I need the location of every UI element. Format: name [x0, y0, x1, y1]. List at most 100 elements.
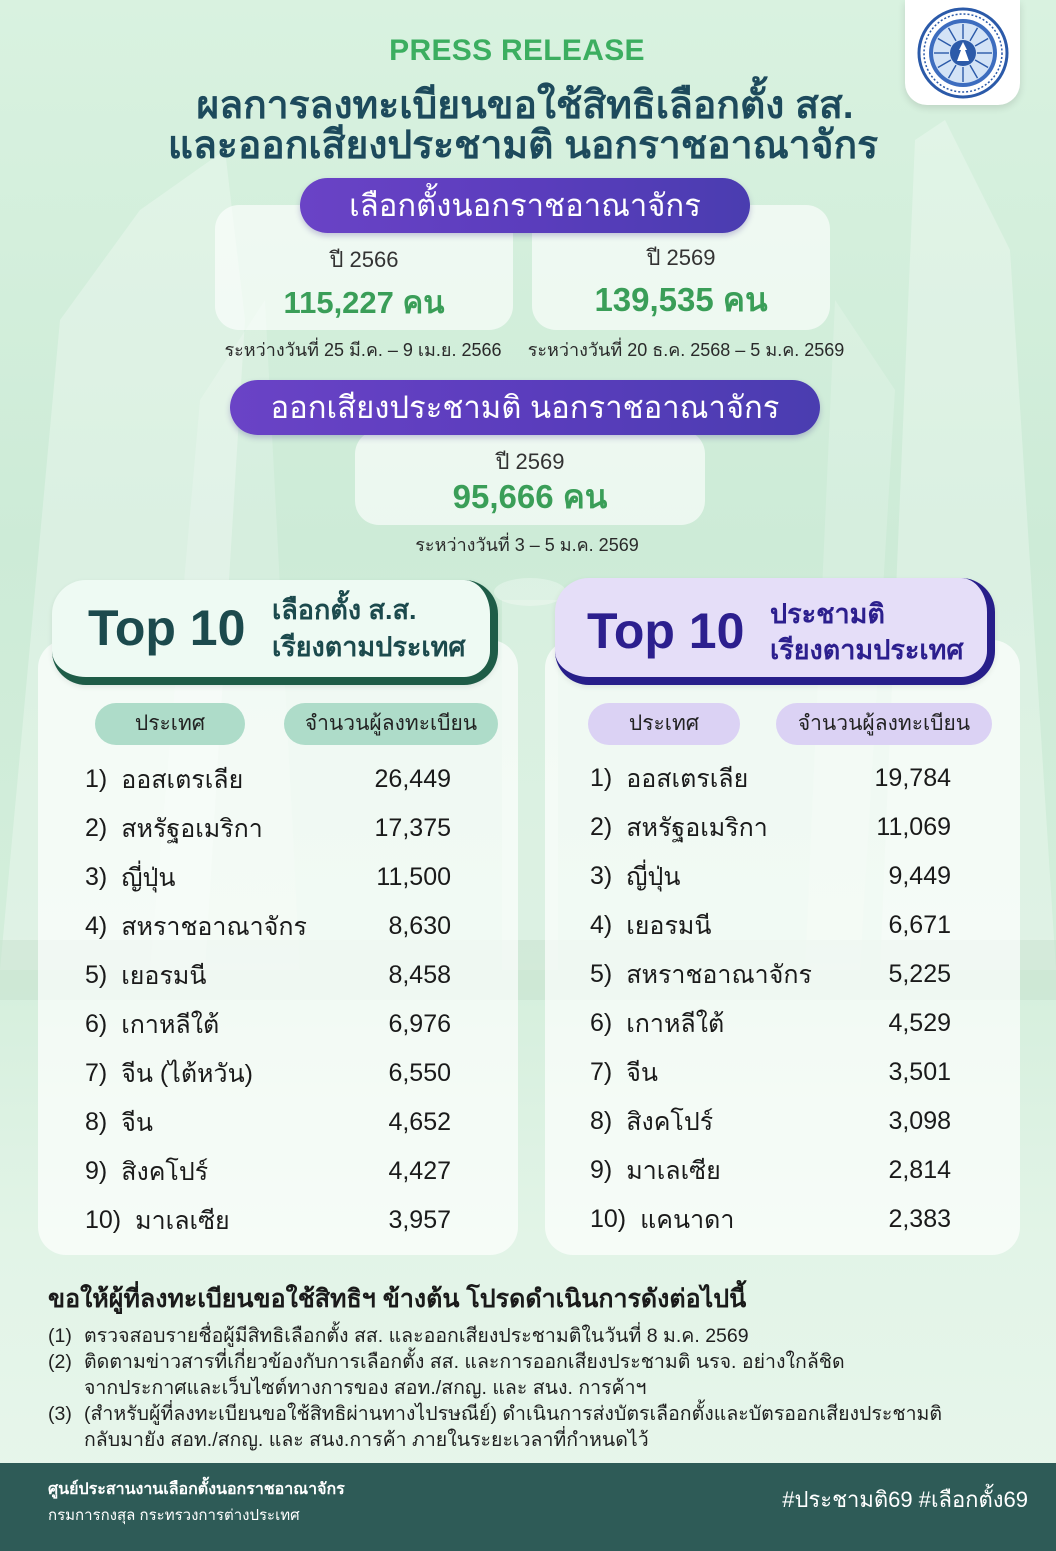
rank-number: 6) [85, 1010, 108, 1038]
country-name: เยอรมนี [121, 961, 207, 990]
registrant-count: 17,375 [374, 814, 451, 842]
country-name: ญี่ปุ่น [626, 862, 681, 891]
country-name: สิงคโปร์ [626, 1107, 714, 1136]
top10-referendum-heading: Top 10 [587, 603, 745, 659]
registrant-count: 8,630 [388, 912, 451, 940]
rank-number: 8) [590, 1107, 613, 1135]
country-name: มาเลเซีย [626, 1156, 721, 1185]
registrant-count: 19,784 [874, 764, 951, 792]
rank-number: 2) [590, 813, 613, 841]
rank-number: 10) [85, 1206, 122, 1234]
country-name: มาเลเซีย [135, 1206, 230, 1235]
instruction-text-2-cont: จากประกาศและเว็บไซต์ทางการของ สอท./สกญ. … [84, 1377, 647, 1399]
top10-election-list: 1) ออสเตรเลีย 26,449 2) สหรัฐอเมริกา 17,375 3)… [85, 755, 451, 1245]
rank-number: 7) [85, 1059, 108, 1087]
registrant-count: 8,458 [388, 961, 451, 989]
rank-number: 4) [85, 912, 108, 940]
table-row: 1) ออสเตรเลีย 26,449 [85, 755, 451, 804]
election-2569-dates: ระหว่างวันที่ 20 ธ.ค. 2568 – 5 ม.ค. 2569 [527, 340, 845, 360]
referendum-section-label: ออกเสียงประชามติ นอกราชอาณาจักร [270, 390, 780, 425]
election-2566-count: 115,227 คน [283, 285, 445, 320]
election-section-label: เลือกตั้งนอกราชอาณาจักร [349, 188, 701, 223]
top10-election-subtitle-2: เรียงตามประเทศ [272, 632, 466, 662]
top10-referendum-subtitle-2: เรียงตามประเทศ [770, 635, 964, 665]
top10-election-heading: Top 10 [88, 600, 246, 656]
rank-number: 3) [85, 863, 108, 891]
table-row: 7) จีน (ไต้หวัน) 6,550 [85, 1049, 451, 1098]
table-row: 6) เกาหลีใต้ 6,976 [85, 1000, 451, 1049]
table-row: 5) สหราชอาณาจักร 5,225 [590, 950, 951, 999]
logo-container [905, 0, 1020, 105]
instruction-number-3: (3) [48, 1403, 72, 1425]
country-name: ออสเตรเลีย [626, 764, 749, 793]
top10-election-subtitle-1: เลือกตั้ง ส.ส. [272, 595, 417, 625]
rank-number: 1) [85, 765, 108, 793]
country-name: เกาหลีใต้ [626, 1009, 725, 1038]
registrant-count: 9,449 [888, 862, 951, 890]
rank-number: 3) [590, 862, 613, 890]
column-header-count: จำนวนผู้ลงทะเบียน [284, 703, 498, 745]
registrant-count: 6,976 [388, 1010, 451, 1038]
registrant-count: 6,550 [388, 1059, 451, 1087]
top10-referendum-header [555, 578, 995, 685]
table-row: 9) สิงคโปร์ 4,427 [85, 1147, 451, 1196]
top10-election-header [52, 580, 498, 685]
table-row: 3) ญี่ปุ่น 9,449 [590, 852, 951, 901]
referendum-year: ปี 2569 [495, 449, 565, 474]
column-header-country: ประเทศ [95, 703, 245, 745]
rank-number: 6) [590, 1009, 613, 1037]
rank-number: 2) [85, 814, 108, 842]
footer-org-name: ศูนย์ประสานงานเลือกตั้งนอกราชอาณาจักร [48, 1481, 345, 1498]
registrant-count: 26,449 [374, 765, 451, 793]
registrant-count: 11,500 [376, 863, 451, 891]
table-row: 10) แคนาดา 2,383 [590, 1195, 951, 1244]
top10-referendum-list: 1) ออสเตรเลีย 19,784 2) สหรัฐอเมริกา 11,069 3)… [590, 754, 951, 1244]
registrant-count: 5,225 [888, 960, 951, 988]
page-title-line-1: ผลการลงทะเบียนขอใช้สิทธิเลือกตั้ง สส. [196, 84, 854, 127]
table-row: 8) จีน 4,652 [85, 1098, 451, 1147]
column-header-country-label: ประเทศ [628, 712, 700, 735]
country-name: ญี่ปุ่น [121, 863, 176, 892]
election-section-pill: เลือกตั้งนอกราชอาณาจักร [300, 178, 750, 233]
table-row: 1) ออสเตรเลีย 19,784 [590, 754, 951, 803]
country-name: ออสเตรเลีย [121, 765, 244, 794]
table-row: 3) ญี่ปุ่น 11,500 [85, 853, 451, 902]
rank-number: 9) [85, 1157, 108, 1185]
table-row: 6) เกาหลีใต้ 4,529 [590, 999, 951, 1048]
instruction-text-3: (สำหรับผู้ที่ลงทะเบียนขอใช้สิทธิผ่านทางไ… [84, 1403, 943, 1425]
referendum-2569-card: ปี 2569 95,666 คน [355, 430, 705, 525]
column-header-count-label: จำนวนผู้ลงทะเบียน [797, 712, 971, 735]
country-name: เกาหลีใต้ [121, 1010, 220, 1039]
column-header-count-label: จำนวนผู้ลงทะเบียน [304, 712, 478, 735]
referendum-section-pill: ออกเสียงประชามติ นอกราชอาณาจักร [230, 380, 820, 435]
rank-number: 1) [590, 764, 613, 792]
column-header-country-label: ประเทศ [134, 712, 206, 735]
instruction-text-2: ติดตามข่าวสารที่เกี่ยวข้องกับการเลือกตั้… [84, 1351, 845, 1373]
instruction-number-2: (2) [48, 1351, 72, 1373]
table-row: 5) เยอรมนี 8,458 [85, 951, 451, 1000]
footer-hashtags: #ประชามติ69 #เลือกตั้ง69 [782, 1487, 1028, 1512]
registrant-count: 3,098 [888, 1107, 951, 1135]
table-row: 10) มาเลเซีย 3,957 [85, 1196, 451, 1245]
rank-number: 8) [85, 1108, 108, 1136]
press-release-label: PRESS RELEASE [389, 34, 645, 67]
table-row: 7) จีน 3,501 [590, 1048, 951, 1097]
country-name: สหราชอาณาจักร [626, 960, 812, 989]
instructions-heading: ขอให้ผู้ที่ลงทะเบียนขอใช้สิทธิฯ ข้างต้น … [48, 1285, 747, 1313]
registrant-count: 4,427 [388, 1157, 451, 1185]
rank-number: 5) [85, 961, 108, 989]
rank-number: 4) [590, 911, 613, 939]
registrant-count: 2,383 [888, 1205, 951, 1233]
country-name: จีน (ไต้หวัน) [121, 1059, 253, 1088]
column-header-country: ประเทศ [588, 703, 740, 745]
registrant-count: 3,501 [888, 1058, 951, 1086]
registrant-count: 4,529 [888, 1009, 951, 1037]
country-name: จีน [626, 1058, 658, 1087]
registrant-count: 3,957 [388, 1206, 451, 1234]
country-name: สหรัฐอเมริกา [121, 814, 263, 843]
country-name: จีน [121, 1108, 153, 1137]
registrant-count: 4,652 [388, 1108, 451, 1136]
rank-number: 7) [590, 1058, 613, 1086]
country-name: สหรัฐอเมริกา [626, 813, 768, 842]
